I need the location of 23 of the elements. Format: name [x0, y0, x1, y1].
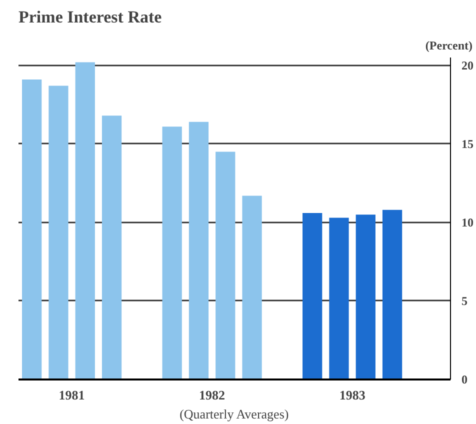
- y-tick-label: 10: [462, 215, 474, 230]
- bar: [356, 214, 376, 380]
- y-axis-title: (Percent): [425, 38, 473, 52]
- bar: [302, 213, 322, 380]
- y-tick-label: 5: [462, 294, 468, 308]
- bar: [188, 122, 209, 380]
- bar: [22, 79, 42, 380]
- bar: [382, 210, 402, 380]
- x-tick-label: 1982: [199, 388, 226, 402]
- x-tick-label: 1983: [339, 388, 366, 402]
- bar: [162, 126, 182, 380]
- x-tick-label: 1981: [58, 388, 85, 402]
- y-tick-label: 20: [462, 58, 474, 72]
- y-tick-label: 0: [462, 372, 468, 386]
- bar: [216, 152, 236, 380]
- bar: [75, 62, 95, 380]
- bar: [102, 116, 122, 380]
- bar: [242, 196, 262, 380]
- bar: [329, 218, 349, 380]
- bar: [48, 86, 68, 380]
- y-tick-label: 15: [462, 136, 474, 151]
- chart-title: Prime Interest Rate: [18, 8, 162, 26]
- x-axis-title: (Quarterly Averages): [180, 406, 289, 422]
